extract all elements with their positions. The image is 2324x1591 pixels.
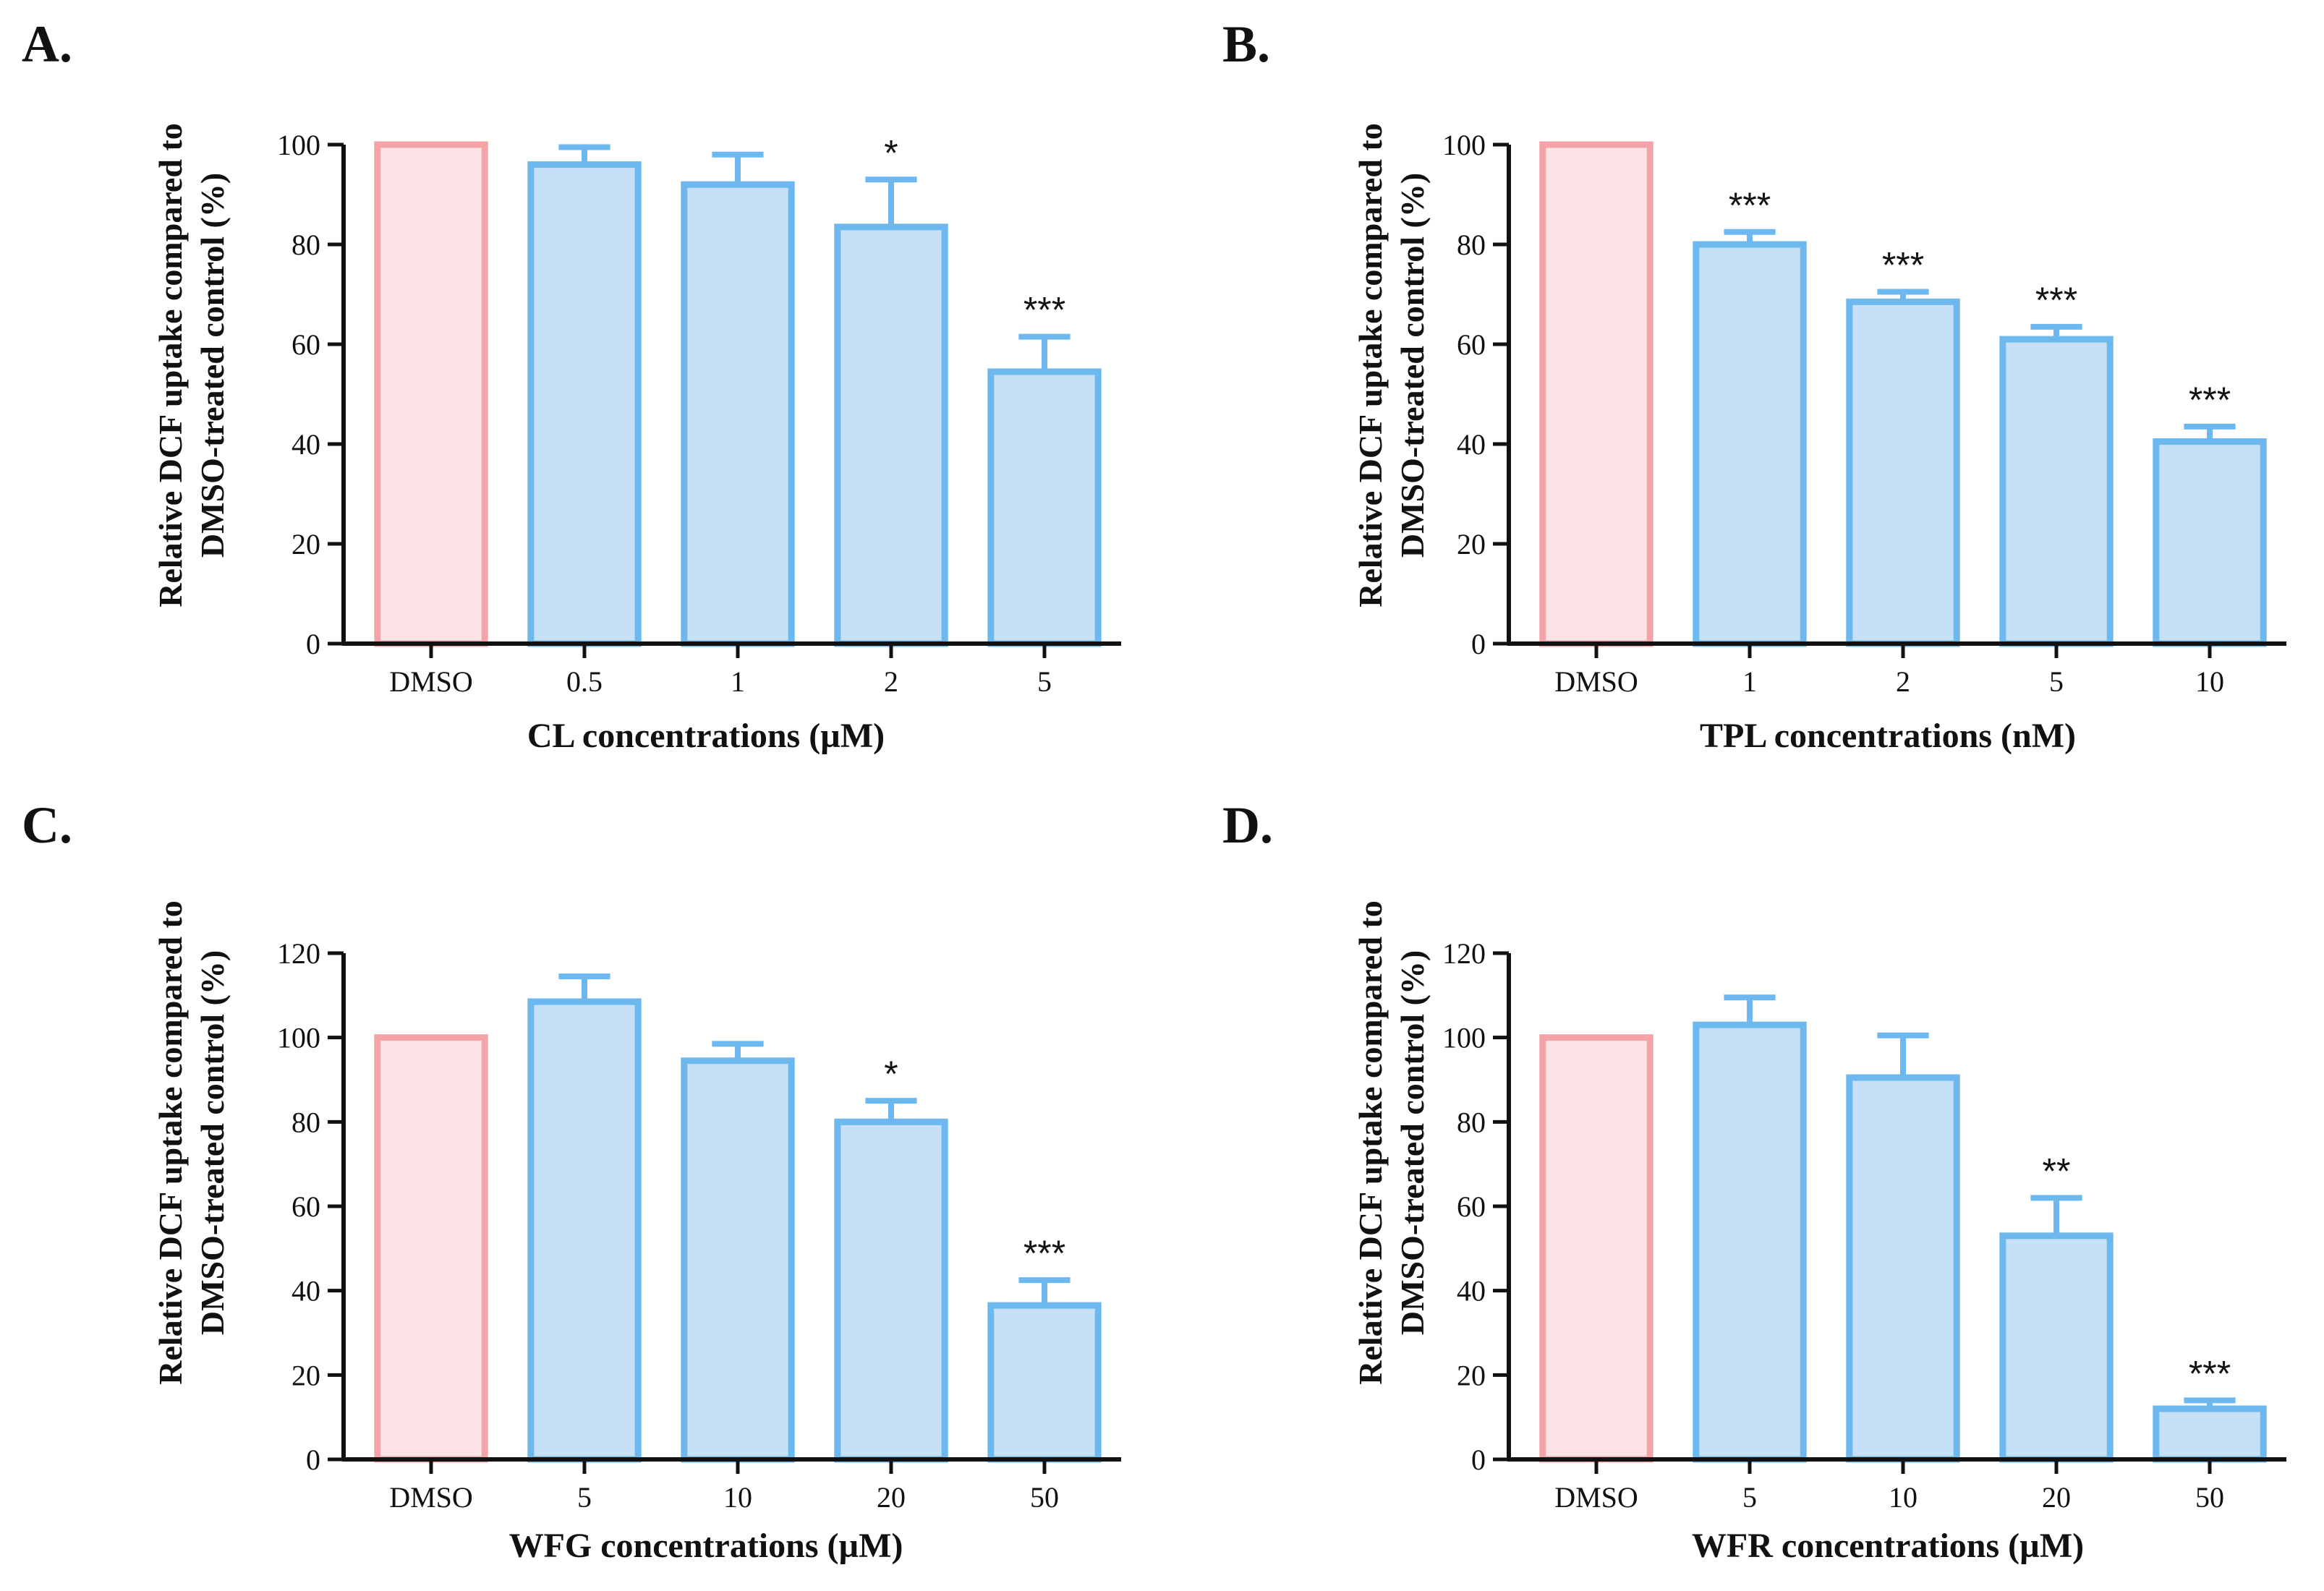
y-tick-label: 0: [306, 1443, 320, 1476]
x-tick-label: 5: [2049, 665, 2064, 698]
y-tick-label: 40: [291, 1275, 320, 1308]
x-tick-label: 10: [1889, 1481, 1917, 1514]
x-tick-label: 2: [1896, 665, 1910, 698]
y-tick-label: 80: [291, 1106, 320, 1138]
x-tick-label: DMSO: [1554, 1481, 1638, 1514]
x-tick-label: 1: [731, 665, 745, 698]
bar-control: [1539, 141, 1653, 647]
y-tick-label: 80: [1457, 229, 1486, 261]
bar-treatment: [1693, 1021, 1807, 1463]
panel-d: D. Relative DCF uptake compared to DMSO-…: [1162, 796, 2323, 1591]
panel-label: A.: [22, 15, 72, 73]
significance-label: ***: [1023, 1233, 1065, 1274]
y-tick-label: 80: [1457, 1106, 1486, 1138]
y-tick-label: 100: [1442, 129, 1486, 161]
chart-plot: 0 20 40 60 80 100 DMSO 1 *** 2 *** 5 *** 10 ***: [1442, 129, 2286, 698]
y-tick-label: 60: [1457, 1190, 1486, 1223]
panel-label: D.: [1222, 796, 1273, 854]
significance-label: ***: [1882, 245, 1924, 286]
panel-c: C. Relative DCF uptake compared to DMSO-…: [0, 796, 1162, 1591]
bar-treatment: [1999, 336, 2114, 647]
bar-treatment: [1693, 241, 1807, 647]
bar-treatment: [681, 1057, 795, 1463]
chart-plot: 0 20 40 60 80 100 120 DMSO 5 10 20 * 50 ***: [277, 937, 1121, 1514]
y-tick-label: 100: [277, 129, 320, 161]
x-tick-label: 5: [1037, 665, 1052, 698]
y-tick-label: 40: [1457, 428, 1486, 461]
x-axis-label: WFR concentrations (µM): [1691, 1527, 2085, 1565]
panel-a: A. Relative DCF uptake compared to DMSO-…: [0, 0, 1162, 796]
x-tick-label: 0.5: [566, 665, 603, 698]
bar-treatment: [527, 998, 642, 1463]
panel-label: C.: [22, 796, 72, 854]
x-tick-label: DMSO: [1554, 665, 1638, 698]
bar-treatment: [1846, 1074, 1960, 1463]
bar-treatment: [834, 223, 948, 647]
y-tick-label: 20: [291, 528, 320, 560]
chart-plot: 0 20 40 60 80 100 DMSO 0.5 1 2 * 5 ***: [277, 129, 1121, 698]
y-tick-label: 80: [291, 229, 320, 261]
y-tick-label: 60: [291, 328, 320, 361]
y-tick-label: 20: [1457, 528, 1486, 560]
x-tick-label: 20: [877, 1481, 906, 1514]
y-tick-label: 100: [277, 1022, 320, 1054]
y-tick-label: 40: [291, 428, 320, 461]
bar-treatment: [1846, 298, 1960, 647]
y-tick-label: 20: [1457, 1359, 1486, 1391]
y-tick-label: 0: [1471, 628, 1486, 660]
significance-label: ***: [2189, 380, 2231, 420]
bar-treatment: [681, 181, 795, 647]
significance-label: ***: [1729, 185, 1771, 226]
x-tick-label: 5: [577, 1481, 592, 1514]
x-tick-label: 10: [2195, 665, 2224, 698]
x-tick-label: 50: [1030, 1481, 1059, 1514]
bar-control: [1539, 1034, 1653, 1463]
bar-control: [374, 1034, 488, 1463]
bar-control: [374, 141, 488, 647]
x-axis-label: CL concentrations (µM): [527, 717, 885, 755]
significance-label: *: [884, 132, 898, 173]
y-tick-label: 120: [277, 937, 320, 970]
bar-treatment: [2153, 438, 2267, 647]
chart-plot: 0 20 40 60 80 100 120 DMSO 5 10 20 ** 50 ***: [1442, 937, 2286, 1514]
x-tick-label: 10: [723, 1481, 752, 1514]
y-tick-label: 40: [1457, 1275, 1486, 1308]
x-tick-label: 2: [884, 665, 898, 698]
bar-treatment: [987, 1302, 1102, 1463]
bar-treatment: [2153, 1405, 2267, 1463]
bar-treatment: [527, 161, 642, 647]
y-tick-label: 120: [1442, 937, 1486, 970]
y-tick-label: 0: [1471, 1443, 1486, 1476]
x-tick-label: DMSO: [389, 1481, 473, 1514]
y-tick-label: 60: [291, 1190, 320, 1223]
bar-treatment: [1999, 1232, 2114, 1463]
x-axis-label: WFG concentrations (µM): [508, 1527, 903, 1565]
significance-label: ***: [1023, 290, 1065, 330]
y-tick-label: 100: [1442, 1022, 1486, 1054]
y-tick-label: 20: [291, 1359, 320, 1391]
x-tick-label: 20: [2042, 1481, 2071, 1514]
bar-treatment: [987, 368, 1102, 647]
significance-label: *: [884, 1054, 898, 1094]
panel-b: B. Relative DCF uptake compared to DMSO-…: [1162, 0, 2323, 796]
x-tick-label: 50: [2195, 1481, 2224, 1514]
y-tick-label: 60: [1457, 328, 1486, 361]
x-axis-label: TPL concentrations (nM): [1700, 717, 2076, 755]
significance-label: ***: [2035, 280, 2077, 320]
x-tick-label: 5: [1742, 1481, 1757, 1514]
significance-label: ***: [2189, 1353, 2231, 1394]
panel-label: B.: [1222, 15, 1271, 73]
bar-treatment: [834, 1118, 948, 1463]
x-tick-label: 1: [1742, 665, 1757, 698]
x-tick-label: DMSO: [389, 665, 473, 698]
significance-label: **: [2043, 1151, 2071, 1191]
y-tick-label: 0: [306, 628, 320, 660]
